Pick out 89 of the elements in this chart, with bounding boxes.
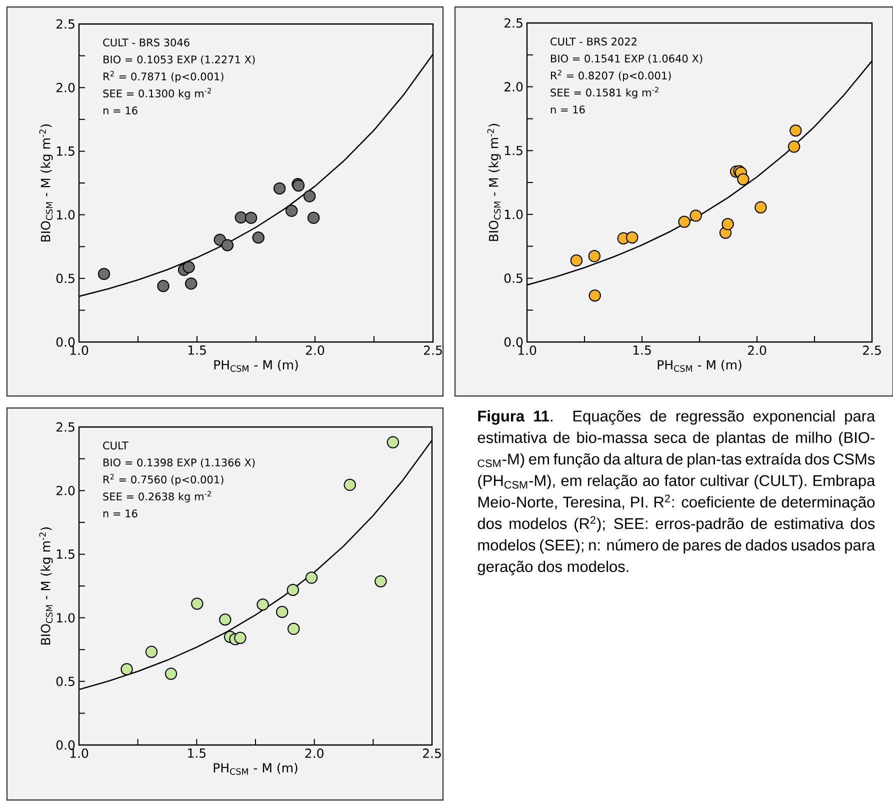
point <box>164 668 178 680</box>
y-tick-label: 2.0 <box>56 486 75 496</box>
point <box>234 632 246 644</box>
y-tick-label: 1.0 <box>504 210 523 220</box>
point <box>374 575 387 588</box>
point <box>274 182 286 195</box>
y-tick-label: 0.5 <box>56 274 74 284</box>
point <box>286 584 300 596</box>
x-tick-label: 2.5 <box>862 346 881 355</box>
point <box>145 646 158 658</box>
point <box>588 289 601 302</box>
point <box>185 278 198 290</box>
y-tick-label: 0.0 <box>56 337 75 347</box>
x-tick-label: 2.0 <box>748 346 766 355</box>
y-tick-label: 2.5 <box>56 19 74 29</box>
y-tick-label: 2.0 <box>56 82 75 92</box>
y-tick-label: 0.0 <box>56 740 75 750</box>
x-tick-label: 1.5 <box>188 748 206 758</box>
annotation: n = 16 <box>550 106 585 114</box>
point <box>252 231 264 244</box>
y-axis-title: BIO$_{CSM}$ - M (kg m$^{-2}$) <box>487 124 501 241</box>
point <box>120 663 133 676</box>
point <box>570 254 583 267</box>
y-tick-label: 0.5 <box>504 273 522 283</box>
y-tick-label: 1.5 <box>56 146 74 156</box>
x-axis-title: PH$_{CSM}$ - M (m) <box>214 762 298 775</box>
point <box>678 216 690 228</box>
x-tick-label: 2.0 <box>305 748 324 758</box>
y-tick-label: 0.5 <box>56 676 74 686</box>
x-tick-label: 2.0 <box>306 346 324 355</box>
point <box>276 606 288 618</box>
point <box>790 124 802 137</box>
point <box>234 211 247 224</box>
x-axis-title: PH$_{CSM}$ - M (m) <box>214 360 298 372</box>
x-tick-label: 1.5 <box>633 346 651 355</box>
annotation: BIO = 0.1398 EXP (1.1366 X) <box>104 458 255 468</box>
y-axis-title: BIO$_{CSM}$ - M (kg m$^{-2}$) <box>39 124 53 242</box>
point <box>305 572 318 584</box>
point <box>157 280 170 292</box>
annotation: CULT - BRS 3046 <box>103 38 190 46</box>
y-tick-label: 2.5 <box>56 422 74 432</box>
x-tick-label: 1.0 <box>70 748 88 758</box>
point <box>221 239 234 252</box>
annotation: BIO = 0.1053 EXP (1.2271 X) <box>104 55 255 65</box>
point <box>256 598 269 611</box>
point <box>588 250 600 262</box>
point <box>182 261 195 274</box>
annotation: R$^{2}$ = 0.7871 (p<0.001) <box>104 70 224 82</box>
point <box>303 190 316 202</box>
annotation: R$^{2}$ = 0.7560 (p<0.001) <box>104 474 224 486</box>
x-tick-label: 2.5 <box>424 346 442 355</box>
annotation: BIO = 0.1541 EXP (1.0640 X) <box>551 54 702 64</box>
x-tick-label: 2.5 <box>422 748 441 758</box>
text: Figura 11. Equações de regressão exponencial para estimativa de bio-massa seca de plantas de milho (BIO-$_{CSM}$-M) em função da altura de plan-tas extraída dos CSMs (PH$_{CSM}$-M), em relação ao fator cultivar (CULT). Embrapa Meio-Norte, Teresina, PI. R$^{2}$: coeficiente de determinação dos modelos (R$^{2}$); SEE: erros-padrão de estimativa dos modelos (SEE); n: número de pares de dados usados para geração dos modelos. <box>478 410 876 576</box>
point <box>386 436 400 448</box>
point <box>288 622 300 635</box>
x-tick-label: 1.5 <box>188 346 206 355</box>
y-tick-label: 1.5 <box>56 550 74 559</box>
point <box>788 140 800 153</box>
point <box>244 212 258 224</box>
point <box>626 231 638 244</box>
y-tick-label: 2.0 <box>504 82 523 92</box>
point <box>690 210 702 222</box>
annotation: SEE = 0.1300 kg m$^{-2}$ <box>103 88 211 100</box>
point <box>344 478 356 491</box>
annotation: n = 16 <box>103 510 138 518</box>
point <box>219 613 232 626</box>
y-tick-label: 2.5 <box>504 18 522 28</box>
x-axis-title: PH$_{CSM}$ - M (m) <box>658 360 742 372</box>
annotation: n = 16 <box>104 106 138 114</box>
point <box>191 598 204 610</box>
point <box>286 204 298 217</box>
point <box>737 173 750 186</box>
x-tick-label: 1.0 <box>518 346 536 355</box>
annotation: CULT - BRS 2022 <box>550 38 636 46</box>
point <box>98 268 110 280</box>
y-tick-label: 1.0 <box>56 210 75 220</box>
y-axis-title: BIO$_{CSM}$ - M (kg m$^{-2}$) <box>39 527 53 644</box>
y-tick-label: 0.0 <box>504 337 523 347</box>
point <box>754 201 767 214</box>
annotation: CULT <box>103 442 128 450</box>
annotation: R$^{2}$ = 0.8207 (p<0.001) <box>551 70 671 82</box>
point <box>722 218 734 230</box>
point <box>307 212 320 224</box>
y-tick-label: 1.5 <box>504 146 522 156</box>
y-tick-label: 1.0 <box>56 613 75 623</box>
annotation: SEE = 0.1581 kg m$^{-2}$ <box>550 86 658 99</box>
x-tick-label: 1.0 <box>70 346 88 355</box>
annotation: SEE = 0.2638 kg m$^{-2}$ <box>103 490 211 502</box>
